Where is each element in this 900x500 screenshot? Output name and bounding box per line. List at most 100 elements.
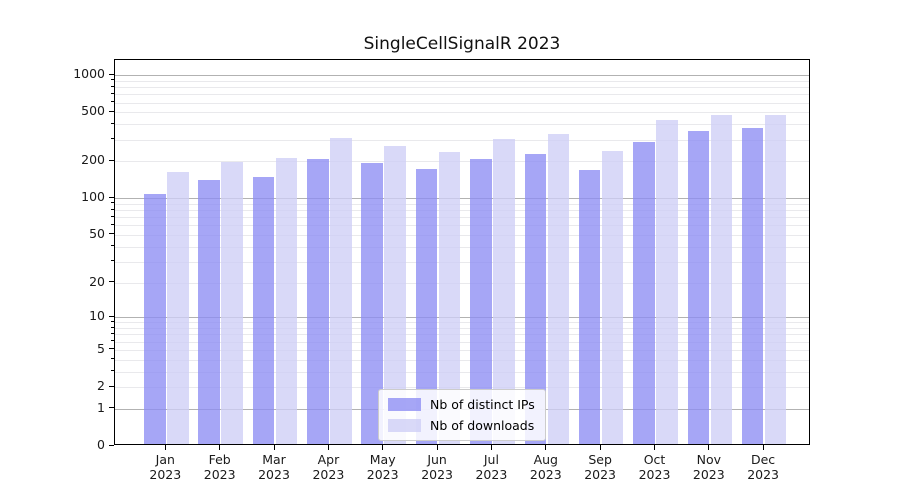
y-tick-label: 20 [89,273,105,289]
y-axis-minor-tick [111,202,114,204]
bar-ips-jan [144,193,166,444]
x-axis-tick [490,445,492,450]
gridline-minor [115,322,809,324]
y-tick-label: 50 [89,225,105,241]
y-axis-minor-tick [111,79,114,81]
gridline-minor [115,102,809,104]
bar-ips-may [361,162,383,444]
x-tick-label-mar: Mar 2023 [258,452,290,482]
bar-downloads-nov [710,115,733,444]
gridline-minor [115,246,809,248]
x-axis-tick [762,445,764,450]
y-axis-minor-tick [111,348,114,350]
legend-label-downloads: Nb of downloads [430,418,535,433]
y-axis-minor-tick [111,138,114,140]
gridline-major [115,198,809,200]
gridline-minor [115,359,809,361]
x-tick-label-oct: Oct 2023 [638,452,671,482]
y-axis-minor-tick [111,326,114,328]
gridline-major [115,317,809,319]
y-axis-minor-tick [111,223,114,225]
y-tick-label: 500 [81,103,105,119]
y-axis-tick [109,444,114,446]
gridline-minor [115,261,809,263]
x-tick-label-apr: Apr 2023 [312,452,345,482]
x-tick-label-aug: Aug 2023 [529,452,562,482]
y-tick-label: 10 [89,308,105,324]
legend: Nb of distinct IPs Nb of downloads [378,389,546,441]
y-axis-minor-tick [111,320,114,322]
gridline-minor [115,94,809,96]
legend-swatch-downloads [388,419,421,432]
bar-ips-feb [198,179,220,444]
bar-ips-dec [741,128,764,444]
y-axis-minor-tick [111,281,114,283]
gridline-minor [115,349,809,351]
gridline-minor [115,210,809,212]
y-axis-minor-tick [111,245,114,247]
x-axis-tick [545,445,547,450]
bar-downloads-jan [167,171,189,444]
chart-title: SingleCellSignalR 2023 [363,34,561,54]
bar-ips-oct [633,141,655,444]
bar-ips-apr [307,159,329,444]
y-tick-label: 100 [81,189,105,205]
bar-ips-mar [252,177,275,444]
y-axis-minor-tick [111,85,114,87]
bar-downloads-sep [601,151,624,444]
y-axis-minor-tick [111,122,114,124]
x-axis-tick [219,445,221,450]
bar-downloads-oct [656,120,678,444]
y-axis-minor-tick [111,110,114,112]
x-axis-tick [708,445,710,450]
legend-swatch-distinct-ips [388,398,421,411]
x-tick-label-dec: Dec 2023 [747,452,779,482]
x-axis-tick [382,445,384,450]
gridline-minor [115,124,809,126]
legend-row-downloads: Nb of downloads [388,418,535,433]
y-axis-minor-tick [111,101,114,102]
gridline-minor [115,334,809,336]
bar-downloads-jun [438,152,461,444]
bar-downloads-may [384,146,406,444]
plot-area: Nb of distinct IPs Nb of downloads [114,59,810,445]
x-tick-label-jan: Jan 2023 [149,452,182,482]
bar-ips-sep [578,169,601,444]
y-axis-tick [109,315,114,317]
y-axis-tick [109,196,114,198]
x-tick-label-may: May 2023 [366,452,399,482]
x-axis-tick [599,445,601,450]
x-axis-tick [273,445,275,450]
bar-downloads-dec [764,115,787,444]
x-tick-label-feb: Feb 2023 [203,452,236,482]
bar-ips-aug [524,153,546,444]
legend-label-distinct-ips: Nb of distinct IPs [430,397,535,412]
y-axis-tick [109,73,114,75]
x-tick-label-sep: Sep 2023 [584,452,616,482]
x-axis-tick [654,445,655,450]
y-tick-label: 5 [97,340,105,356]
bar-downloads-jul [493,138,515,444]
gridline-minor [115,139,809,141]
x-tick-label-nov: Nov 2023 [692,452,725,482]
bar-downloads-aug [547,133,569,444]
gridline-minor [115,203,809,205]
gridline-minor [115,328,809,330]
y-axis-minor-tick [111,208,114,210]
bar-downloads-apr [330,137,352,444]
x-axis-tick [436,445,438,450]
x-axis-tick [327,445,329,450]
bar-downloads-mar [275,157,298,444]
bar-ips-jul [470,158,492,444]
y-axis-minor-tick [111,233,114,235]
gridline-minor [115,80,809,82]
y-axis-minor-tick [111,358,114,360]
y-tick-label: 2 [97,378,105,393]
bar-downloads-feb [221,161,243,444]
gridline-minor [115,87,809,89]
y-axis-minor-tick [111,340,114,341]
gridline-minor [115,161,809,163]
gridline-major [115,75,809,77]
gridline-minor [115,234,809,236]
